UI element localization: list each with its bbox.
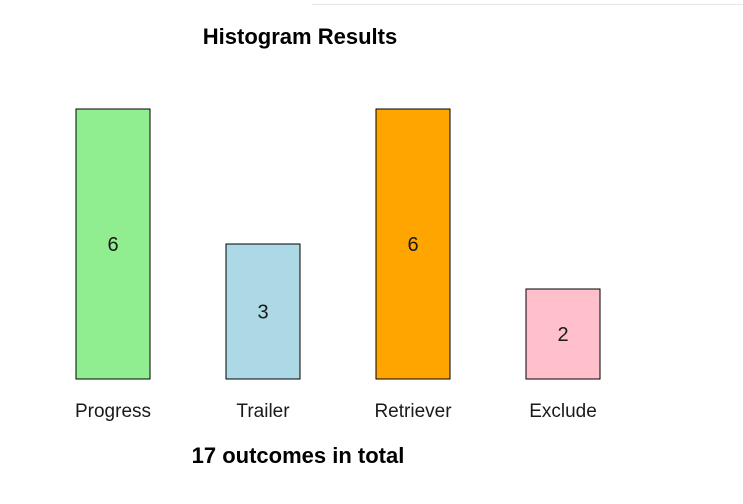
bar-value-label-exclude: 2 (557, 324, 568, 346)
category-label-exclude: Exclude (529, 401, 597, 422)
category-label-progress: Progress (75, 401, 151, 422)
bar-value-label-retriever: 6 (407, 234, 418, 256)
chart-title: Histogram Results (203, 24, 397, 49)
category-label-retriever: Retriever (374, 401, 452, 422)
bar-exclude (525, 288, 601, 380)
bar-retriever (375, 108, 451, 380)
x-axis-label: 17 outcomes in total (192, 443, 405, 468)
category-labels-group: Progress Trailer Retriever Exclude (75, 401, 597, 422)
top-divider-line (312, 4, 743, 5)
bar-trailer (225, 243, 301, 380)
bars-group: 6 3 6 2 (75, 108, 601, 380)
bar-value-label-progress: 6 (107, 234, 118, 256)
bar-progress (75, 108, 151, 380)
bar-value-label-trailer: 3 (257, 302, 268, 324)
category-label-trailer: Trailer (236, 401, 290, 422)
